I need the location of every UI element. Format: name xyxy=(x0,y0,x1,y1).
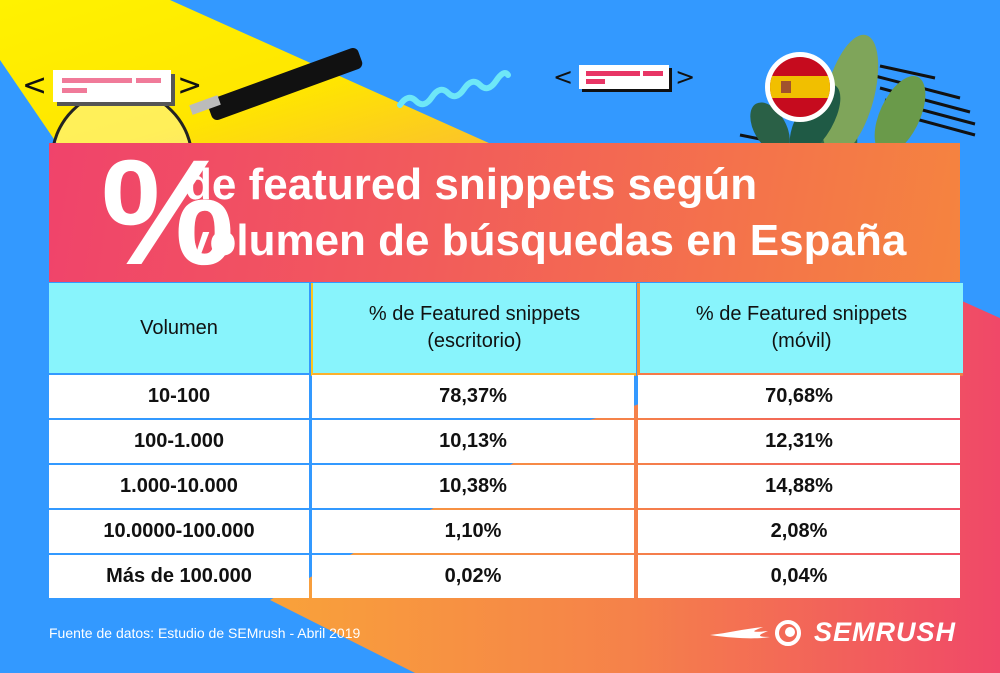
cell-volumen: 100-1.000 xyxy=(49,420,309,463)
brand-name: SEMRUSH xyxy=(814,617,957,647)
cell-escritorio: 10,38% xyxy=(312,465,634,508)
cell-movil: 0,04% xyxy=(638,555,960,598)
spain-flag-icon xyxy=(765,52,835,122)
semrush-fireball-icon xyxy=(710,619,801,646)
code-snippet-box xyxy=(53,69,172,102)
header-label: (escritorio) xyxy=(427,330,522,352)
bracket-close: > xyxy=(177,68,203,103)
header-volumen: Volumen xyxy=(49,283,309,376)
header-label: Volumen xyxy=(140,316,218,339)
bracket-open: < xyxy=(22,68,48,103)
page-title: de featured snippets según volumen de bú… xyxy=(185,157,906,269)
percent-symbol: % xyxy=(101,143,234,282)
header-label: (móvil) xyxy=(771,330,832,352)
code-snippet-box xyxy=(579,65,670,89)
semrush-logo: SEMRUSH xyxy=(708,617,956,648)
cell-escritorio: 78,37% xyxy=(312,375,634,418)
cell-volumen: 10.0000-100.000 xyxy=(49,510,309,553)
header-label: % de Featured snippets xyxy=(368,303,581,325)
header-label: % de Featured snippets xyxy=(695,303,908,325)
data-source-note: Fuente de datos: Estudio de SEMrush - Ab… xyxy=(49,625,361,641)
cell-escritorio: 1,10% xyxy=(312,510,634,553)
title-banner: % de featured snippets según volumen de … xyxy=(49,143,960,282)
cell-movil: 12,31% xyxy=(638,420,960,463)
cell-escritorio: 0,02% xyxy=(312,555,634,598)
cell-volumen: 1.000-10.000 xyxy=(49,465,309,508)
cell-volumen: 10-100 xyxy=(49,375,309,418)
squiggle-decoration xyxy=(397,70,511,108)
bracket-open: < xyxy=(553,63,574,91)
cell-movil: 14,88% xyxy=(638,465,960,508)
code-tag-decoration-right: < > xyxy=(553,63,695,91)
title-line-2: volumen de búsquedas en España xyxy=(185,216,907,265)
code-tag-decoration-left: < > xyxy=(22,68,202,103)
title-line-1: de featured snippets según xyxy=(185,160,758,209)
header-escritorio: % de Featured snippets (escritorio) xyxy=(311,283,636,376)
bracket-close: > xyxy=(675,63,696,91)
cell-movil: 70,68% xyxy=(638,375,960,418)
header-movil: % de Featured snippets (móvil) xyxy=(637,283,963,376)
cell-movil: 2,08% xyxy=(638,510,960,553)
cell-escritorio: 10,13% xyxy=(312,420,634,463)
cell-volumen: Más de 100.000 xyxy=(49,555,309,598)
